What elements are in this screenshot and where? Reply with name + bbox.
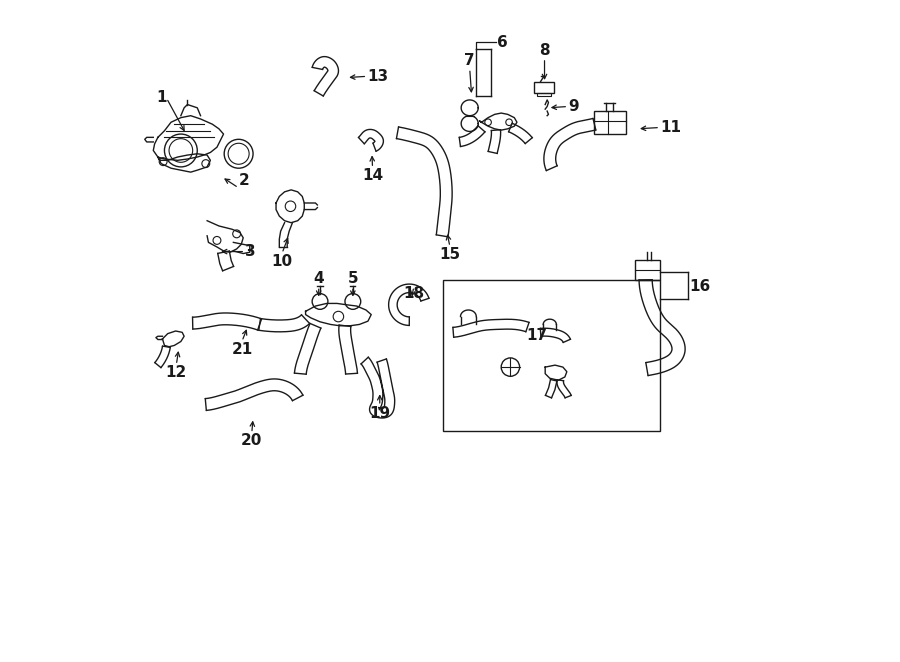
Text: 21: 21 (231, 342, 253, 357)
Text: 8: 8 (539, 43, 550, 58)
Text: 16: 16 (689, 279, 711, 294)
Text: 11: 11 (660, 120, 681, 135)
Bar (594, 111, 625, 134)
Text: 4: 4 (313, 271, 324, 287)
Bar (635, 260, 660, 280)
Text: 7: 7 (464, 54, 475, 68)
Text: 19: 19 (369, 406, 391, 421)
Text: 20: 20 (241, 434, 263, 448)
Text: 13: 13 (367, 69, 389, 84)
Bar (534, 81, 554, 93)
Text: 1: 1 (156, 91, 166, 105)
Text: 12: 12 (166, 365, 187, 380)
Text: 14: 14 (362, 168, 383, 183)
Bar (444, 280, 660, 431)
Text: 9: 9 (568, 99, 579, 114)
Text: 2: 2 (238, 173, 249, 188)
Text: 10: 10 (272, 254, 292, 269)
Text: 3: 3 (245, 244, 256, 259)
Text: 6: 6 (498, 34, 508, 50)
Text: 5: 5 (347, 271, 358, 287)
Bar (536, 93, 551, 96)
Text: 18: 18 (403, 287, 425, 301)
Text: 15: 15 (439, 247, 461, 262)
Text: 17: 17 (526, 328, 547, 343)
